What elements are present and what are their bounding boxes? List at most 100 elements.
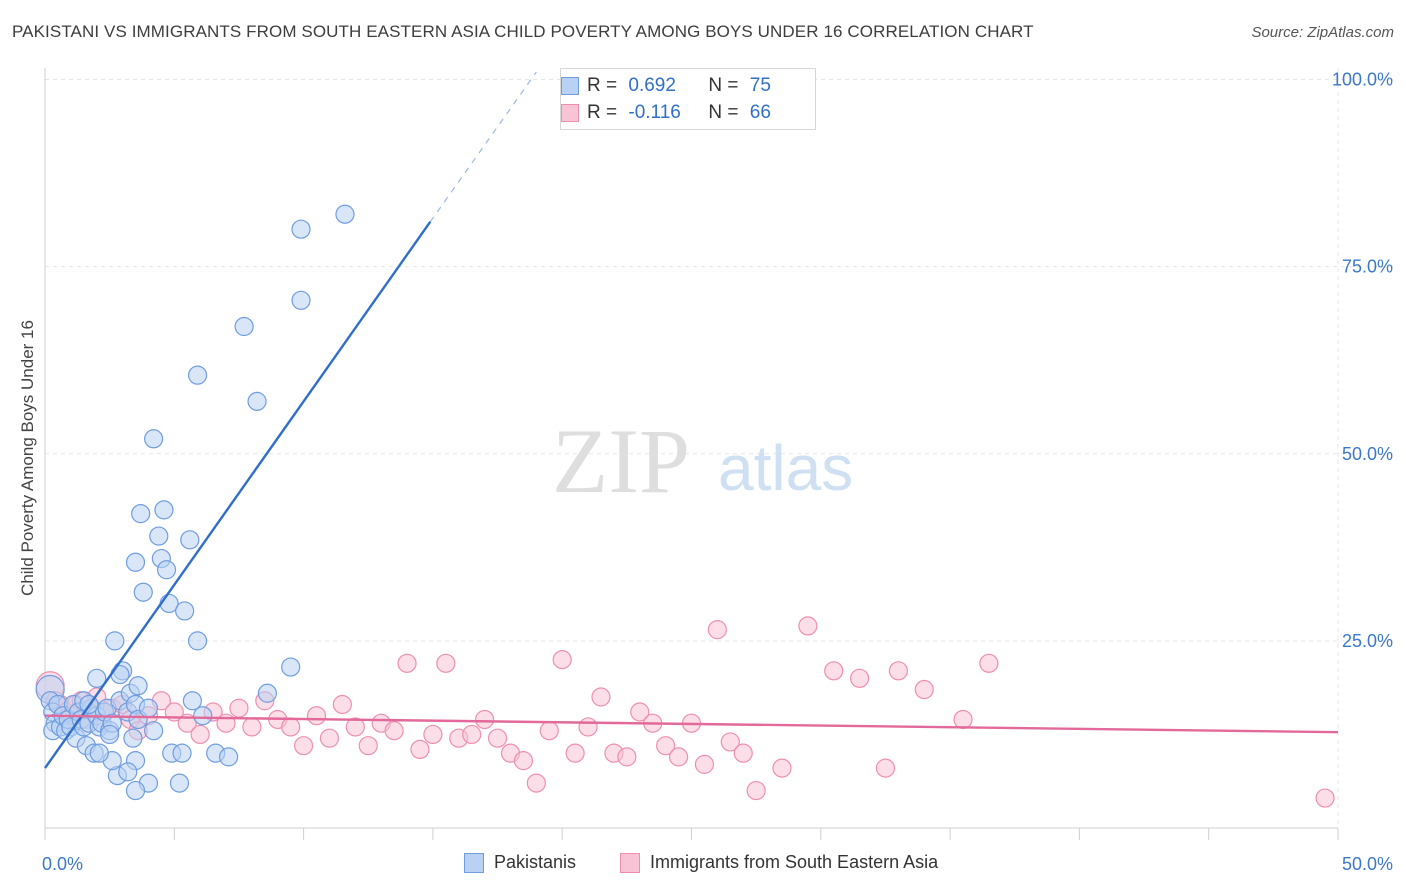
legend-n-label: N = [708, 102, 744, 123]
point-immigrants [1315, 788, 1335, 808]
series-legend: Pakistanis Immigrants from South Eastern… [0, 852, 1406, 878]
trendline-immigrants [44, 714, 1339, 734]
x-axis-ticks [44, 828, 1339, 840]
point-pakistanis [193, 706, 213, 726]
legend-n-value: 75 [749, 75, 771, 96]
point-pakistanis [144, 429, 164, 449]
point-immigrants [242, 717, 262, 737]
point-immigrants [423, 724, 443, 745]
legend-row-pakistanis: R = 0.692 N = 75 [561, 74, 771, 98]
point-immigrants [849, 668, 870, 688]
point-pakistanis [123, 728, 143, 748]
legend-swatch-pink [561, 104, 579, 122]
x-tick-labels: 0.0% 50.0% [42, 854, 1393, 874]
point-pakistanis [169, 773, 190, 793]
chart-title: PAKISTANI VS IMMIGRANTS FROM SOUTH EASTE… [12, 22, 1034, 41]
correlation-legend: R = 0.692 N = 75 R = -0.116 N = 66 [560, 68, 816, 130]
series-pakistanis-points [35, 204, 355, 801]
point-immigrants [707, 620, 727, 640]
point-immigrants [979, 653, 999, 673]
point-pakistanis [133, 582, 153, 602]
legend-swatch-immigrants [620, 852, 640, 873]
point-pakistanis [257, 683, 277, 703]
point-pakistanis [87, 668, 107, 688]
point-pakistanis [131, 504, 151, 524]
point-immigrants [384, 721, 404, 741]
point-immigrants [578, 717, 598, 737]
point-pakistanis [118, 762, 138, 782]
legend-r-label: R = [587, 75, 623, 96]
point-pakistanis [335, 204, 355, 224]
point-pakistanis [125, 552, 146, 572]
point-immigrants [281, 717, 301, 737]
grid-lines [45, 68, 1393, 828]
point-immigrants [294, 736, 314, 756]
trendline-pakistanis-extension [429, 71, 537, 223]
point-immigrants [824, 661, 844, 681]
point-immigrants [229, 698, 249, 718]
point-pakistanis [172, 743, 192, 763]
point-immigrants [888, 661, 908, 681]
y-tick-label: 50.0% [1342, 444, 1393, 464]
point-immigrants [332, 694, 352, 715]
point-immigrants [462, 724, 482, 745]
point-pakistanis [156, 560, 177, 580]
point-immigrants [526, 773, 546, 793]
point-immigrants [656, 736, 676, 756]
point-pakistanis [138, 698, 159, 718]
point-pakistanis [149, 526, 169, 546]
point-immigrants [772, 758, 792, 778]
point-immigrants [552, 649, 572, 670]
point-pakistanis [154, 500, 174, 520]
point-pakistanis [89, 743, 109, 763]
point-pakistanis [247, 391, 267, 411]
legend-swatch-blue [561, 77, 579, 95]
point-pakistanis [281, 657, 301, 677]
point-pakistanis [234, 316, 254, 337]
point-pakistanis [182, 691, 203, 711]
point-pakistanis [219, 747, 239, 767]
point-immigrants [345, 717, 365, 737]
legend-item-pakistanis: Pakistanis [464, 852, 576, 873]
point-immigrants [190, 724, 210, 745]
point-pakistanis [291, 219, 311, 239]
watermark-zip: ZIP [552, 410, 690, 512]
point-immigrants [953, 709, 973, 730]
point-pakistanis [144, 721, 164, 741]
point-immigrants [410, 739, 430, 760]
y-tick-label: 25.0% [1342, 631, 1393, 651]
point-immigrants [475, 709, 495, 730]
point-immigrants [668, 747, 689, 767]
y-tick-label: 100.0% [1332, 70, 1393, 90]
point-pakistanis [291, 290, 311, 310]
point-pakistanis [180, 530, 200, 550]
trendline-pakistanis [44, 221, 432, 769]
point-immigrants [617, 747, 637, 767]
legend-n-value: 66 [749, 102, 771, 123]
point-immigrants [914, 679, 934, 700]
legend-n-label: N = [708, 75, 744, 96]
legend-item-immigrants: Immigrants from South Eastern Asia [620, 852, 938, 873]
point-pakistanis [110, 664, 130, 685]
legend-r-value: 0.692 [628, 75, 676, 96]
legend-swatch-pakistanis [464, 852, 484, 873]
legend-row-immigrants: R = -0.116 N = 66 [561, 101, 771, 125]
point-immigrants [591, 687, 611, 707]
point-immigrants [436, 653, 456, 673]
point-pakistanis [187, 631, 208, 651]
point-immigrants [306, 706, 327, 726]
point-immigrants [798, 616, 818, 636]
legend-r-label: R = [587, 102, 623, 123]
point-pakistanis [187, 365, 208, 385]
point-immigrants [513, 751, 534, 771]
series-immigrants-points [35, 616, 1335, 808]
point-immigrants [694, 754, 715, 774]
point-immigrants [746, 780, 766, 801]
point-immigrants [565, 743, 585, 763]
watermark-atlas: atlas [718, 432, 853, 504]
point-pakistanis [128, 676, 148, 696]
point-immigrants [539, 721, 559, 741]
point-immigrants [875, 758, 896, 778]
point-immigrants [358, 736, 378, 756]
